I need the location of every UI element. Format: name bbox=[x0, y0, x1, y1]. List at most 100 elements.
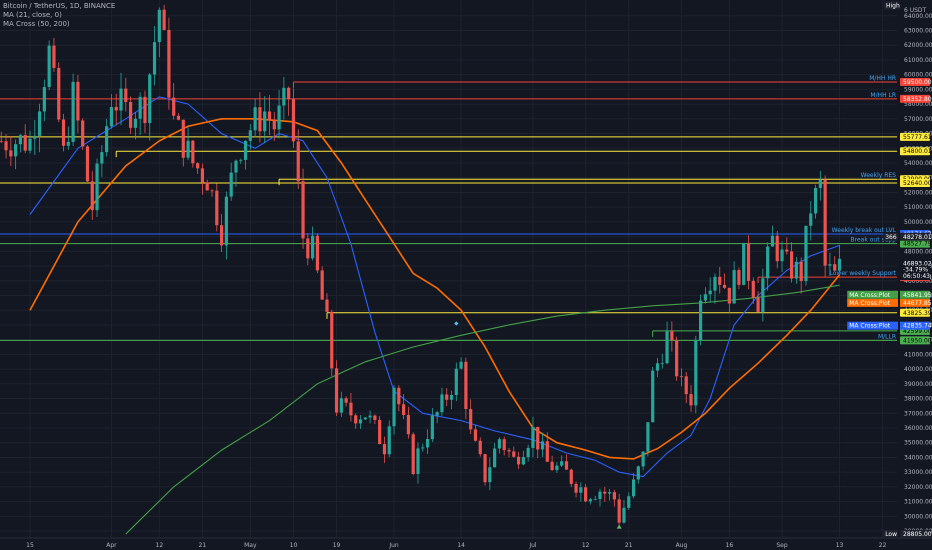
candle-body bbox=[483, 454, 487, 483]
candle-body bbox=[306, 238, 310, 259]
cross-marker-icon bbox=[454, 321, 459, 326]
candle-body bbox=[478, 440, 482, 455]
candle-body bbox=[33, 135, 37, 139]
candle-body bbox=[181, 119, 185, 158]
price-tick-label: 41000.00 bbox=[904, 351, 932, 358]
candle-body bbox=[694, 340, 698, 406]
candle-body bbox=[770, 235, 775, 247]
candle-body bbox=[790, 251, 794, 279]
candle-body bbox=[713, 276, 717, 291]
price-tick-label: 48000.00 bbox=[904, 248, 932, 255]
candle-body bbox=[234, 160, 238, 173]
time-tick-label: Jun bbox=[388, 542, 399, 549]
candle-body bbox=[440, 394, 444, 413]
price-label-prefix: MA Cross:Plot bbox=[849, 323, 891, 330]
candle-body bbox=[282, 87, 286, 106]
time-tick-label: Apr bbox=[106, 542, 117, 549]
indicator-macross-label[interactable]: MA Cross (50, 200) bbox=[3, 20, 70, 28]
candle-body bbox=[488, 467, 492, 483]
candle-body bbox=[722, 284, 727, 288]
currency-tag[interactable]: 6 USDT bbox=[904, 7, 927, 14]
time-axis[interactable]: 15 Apr 12 21 May 10 19 Jun 14 Jul 12 21 Aug 16 Sep 13 22 bbox=[0, 537, 932, 550]
price-tick-label: 61000.00 bbox=[904, 57, 932, 64]
candle-body bbox=[689, 394, 693, 406]
price-tick-label: 35000.00 bbox=[904, 440, 932, 447]
indicator-ma21-label[interactable]: MA (21, close, 0) bbox=[3, 11, 62, 19]
candle-body bbox=[330, 311, 334, 369]
candle-body bbox=[272, 120, 276, 130]
candle-body bbox=[435, 412, 439, 416]
candles-layer bbox=[0, 4, 842, 527]
candle-body bbox=[368, 415, 372, 418]
candle-body bbox=[670, 331, 674, 341]
candle-body bbox=[200, 168, 205, 183]
candle-body bbox=[363, 417, 367, 420]
price-tick-label: 38000.00 bbox=[904, 396, 932, 403]
candle-body bbox=[833, 264, 837, 271]
candle-body bbox=[746, 243, 751, 281]
candle-body bbox=[9, 150, 13, 157]
candle-body bbox=[703, 294, 707, 301]
candle-body bbox=[196, 163, 200, 169]
candle-body bbox=[785, 249, 789, 252]
time-tick-label: 21 bbox=[199, 542, 207, 549]
candle-body bbox=[138, 96, 142, 119]
candle-body bbox=[469, 409, 473, 430]
price-tick-label: 33000.00 bbox=[904, 469, 932, 476]
level-price-text: 52640.00 bbox=[903, 180, 932, 187]
ma-line bbox=[125, 284, 840, 535]
candle-body bbox=[311, 235, 315, 259]
candle-body bbox=[449, 394, 454, 400]
candle-body bbox=[133, 118, 137, 128]
candle-body bbox=[473, 429, 478, 441]
candle-body bbox=[675, 340, 679, 377]
symbol-title[interactable]: Bitcoin / TetherUS, 1D, BINANCE bbox=[3, 2, 116, 10]
candle-body bbox=[210, 190, 214, 192]
moving-averages-layer bbox=[29, 96, 841, 535]
price-label-prefix: MA Cross:Plot bbox=[849, 292, 891, 299]
candle-body bbox=[521, 457, 525, 465]
level-price-text: 59500.00 bbox=[903, 79, 932, 86]
candle-body bbox=[756, 297, 760, 312]
candle-body bbox=[550, 461, 554, 471]
price-tick-label: 58000.00 bbox=[904, 101, 932, 108]
candle-body bbox=[152, 42, 157, 75]
time-tick-label: 22 bbox=[879, 542, 887, 549]
candle-body bbox=[794, 261, 798, 279]
time-tick-label: Jul bbox=[528, 542, 537, 549]
candle-body bbox=[837, 258, 842, 271]
level-price-text: 58352.80 bbox=[903, 96, 932, 103]
price-label-text: 46893.02 bbox=[903, 260, 932, 267]
candle-body bbox=[349, 402, 353, 416]
candle-body bbox=[579, 487, 583, 493]
level-name-label: Break out supp bbox=[851, 237, 897, 244]
candle-body bbox=[742, 243, 746, 285]
level-price-box bbox=[900, 132, 930, 141]
time-tick-label: 12 bbox=[156, 542, 164, 549]
candle-body bbox=[406, 415, 411, 435]
candle-body bbox=[679, 376, 684, 378]
ma-line bbox=[29, 96, 840, 478]
level-price-text: 43825.39 bbox=[903, 310, 932, 317]
candle-body bbox=[497, 439, 502, 449]
candle-body bbox=[732, 270, 736, 304]
candle-body bbox=[277, 105, 281, 130]
candle-body bbox=[339, 398, 343, 413]
time-axis-background bbox=[0, 538, 932, 550]
candle-body bbox=[263, 111, 267, 132]
price-tick-label: 60000.00 bbox=[904, 72, 932, 79]
candle-body bbox=[603, 491, 607, 494]
candle-body bbox=[617, 499, 621, 523]
price-tick-label: 57000.00 bbox=[904, 116, 932, 123]
candle-body bbox=[493, 448, 497, 468]
candle-body bbox=[607, 492, 612, 494]
time-tick-label: 16 bbox=[726, 542, 734, 549]
price-tick-label: 31000.00 bbox=[904, 499, 932, 506]
price-label-prefix-box bbox=[883, 232, 898, 241]
price-label-prefix-box bbox=[847, 321, 898, 330]
candle-body bbox=[775, 235, 779, 262]
candle-body bbox=[584, 487, 588, 502]
candle-body bbox=[588, 499, 593, 502]
